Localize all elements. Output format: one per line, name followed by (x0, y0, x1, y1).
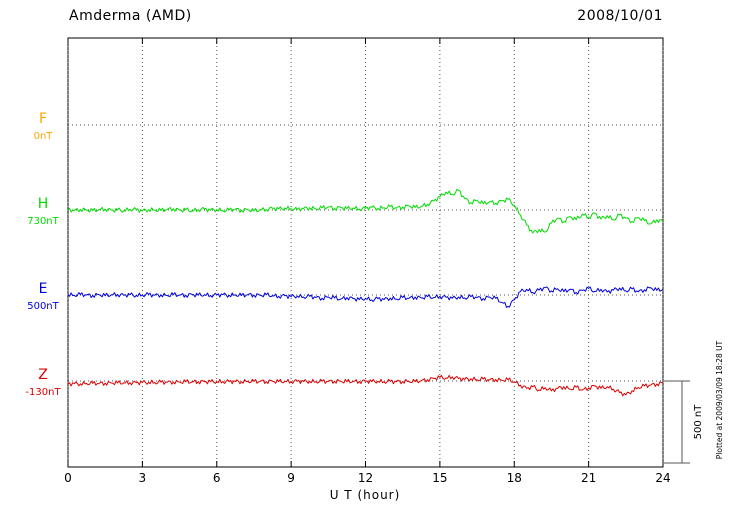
trace-E (67, 286, 664, 308)
trace-Z (67, 374, 664, 397)
component-label-Z: Z (38, 367, 48, 383)
x-tick-label: 0 (64, 471, 72, 485)
baseline-value-H: 730nT (27, 216, 59, 227)
station-title: Amderma (AMD) (69, 8, 192, 24)
plotted-at-note: Plotted at 2009/03/09 18:28 UT (715, 340, 724, 459)
x-axis-label: U T (hour) (329, 488, 401, 502)
x-tick-label: 12 (358, 471, 373, 485)
x-tick-label: 6 (213, 471, 221, 485)
trace-H (67, 188, 664, 234)
scale-bar-label: 500 nT (693, 404, 704, 440)
x-tick-label: 15 (432, 471, 447, 485)
x-tick-label: 24 (655, 471, 670, 485)
x-tick-label: 3 (139, 471, 147, 485)
component-label-H: H (38, 196, 49, 212)
baseline-value-F: 0nT (34, 131, 54, 142)
baseline-value-Z: -130nT (25, 387, 61, 398)
observation-date: 2008/10/01 (577, 8, 663, 24)
component-label-E: E (39, 281, 48, 297)
x-tick-label: 18 (507, 471, 522, 485)
x-tick-label: 9 (287, 471, 295, 485)
baseline-value-E: 500nT (27, 301, 59, 312)
component-label-F: F (39, 111, 47, 127)
x-tick-label: 21 (581, 471, 596, 485)
